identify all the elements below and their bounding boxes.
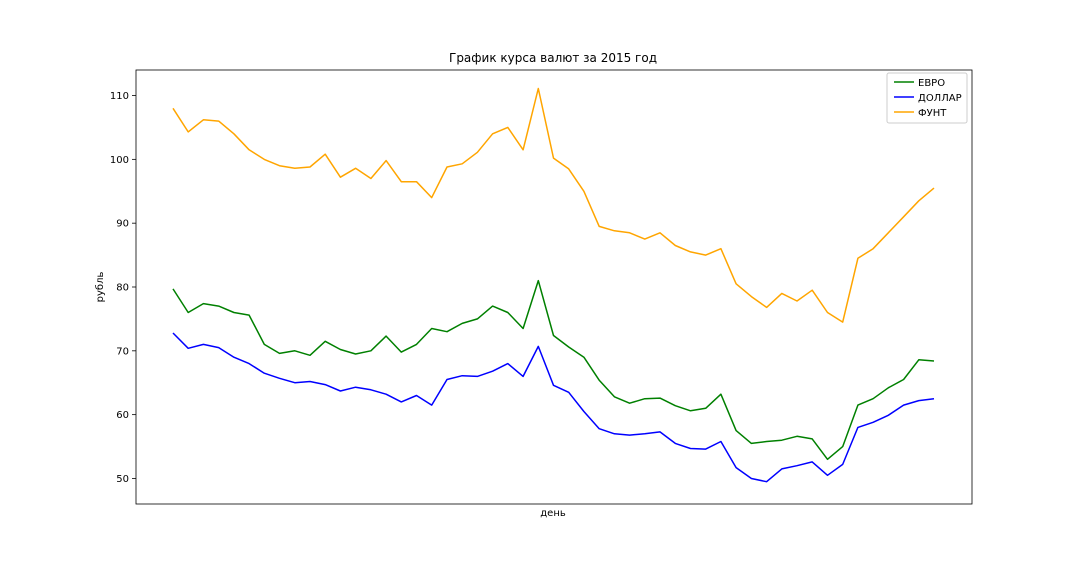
y-axis-ticks: 50 60 70 80 90 100 110 [110,91,136,485]
series-line-euro [172,279,935,461]
y-tick-label: 90 [116,219,129,230]
series-layer [172,87,935,483]
series-line-pound [172,87,935,323]
y-tick-label: 60 [116,410,129,421]
legend-box [886,72,968,124]
y-tick-label: 50 [116,474,129,485]
chart-title: График курса валют за 2015 год [449,51,657,65]
x-axis-label: день [540,508,566,519]
legend-label-euro: ЕВРО [918,78,945,89]
y-tick-label: 110 [110,91,129,102]
y-tick-label: 80 [116,283,129,294]
series-line-dollar [172,332,935,483]
y-tick-label: 70 [116,346,129,357]
y-tick-label: 100 [110,155,129,166]
y-axis-label: рубль [95,272,106,303]
legend: ЕВРО ДОЛЛАР ФУНТ [886,72,968,124]
legend-label-pound: ФУНТ [918,108,947,119]
legend-label-dollar: ДОЛЛАР [918,93,962,104]
